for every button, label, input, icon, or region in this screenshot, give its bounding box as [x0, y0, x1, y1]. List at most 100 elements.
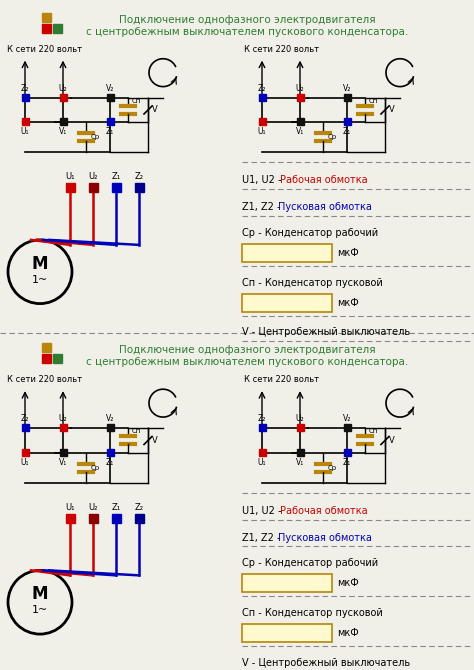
Text: V: V	[152, 436, 158, 445]
Text: Cр: Cр	[91, 465, 100, 471]
Text: К сети 220 вольт: К сети 220 вольт	[244, 375, 319, 385]
Bar	[242, 624, 332, 642]
Text: U1, U2 -: U1, U2 -	[242, 175, 284, 185]
Text: V: V	[389, 436, 395, 445]
Text: Z₁: Z₁	[106, 458, 114, 467]
Bar	[42, 354, 51, 363]
Text: U₂: U₂	[296, 414, 304, 423]
Text: U₂: U₂	[88, 502, 98, 512]
Text: V - Центробежный выключатель: V - Центробежный выключатель	[242, 658, 410, 668]
Bar	[344, 94, 351, 100]
Bar	[344, 449, 351, 456]
Text: Z₁: Z₁	[111, 502, 120, 512]
Text: V: V	[389, 105, 395, 115]
Bar	[60, 119, 67, 125]
Text: 1~: 1~	[32, 605, 48, 615]
Text: Z₁: Z₁	[343, 458, 351, 467]
Text: Подключение однофазного электродвигателя: Подключение однофазного электродвигателя	[118, 346, 375, 355]
Text: V: V	[152, 105, 158, 115]
Bar	[53, 354, 62, 363]
Text: мкФ: мкФ	[337, 628, 359, 638]
Text: Cр: Cр	[91, 135, 100, 141]
Text: Cр: Cр	[328, 465, 337, 471]
Text: Z1, Z2 -: Z1, Z2 -	[242, 533, 283, 543]
Text: U1, U2 -: U1, U2 -	[242, 506, 284, 516]
Text: Z₂: Z₂	[21, 414, 29, 423]
Text: Ср - Конденсатор рабочий: Ср - Конденсатор рабочий	[242, 228, 378, 238]
Bar	[297, 449, 304, 456]
Text: U₁: U₁	[65, 172, 75, 181]
Text: V₂: V₂	[343, 84, 351, 92]
Text: Сп - Конденсатор пусковой: Сп - Конденсатор пусковой	[242, 608, 383, 618]
Bar	[344, 119, 351, 125]
Text: Рабочая обмотка: Рабочая обмотка	[280, 506, 368, 516]
Bar	[112, 514, 121, 523]
Bar	[22, 119, 29, 125]
Text: Z₂: Z₂	[258, 414, 266, 423]
Bar	[66, 183, 75, 192]
Text: Z₁: Z₁	[343, 127, 351, 137]
Text: Z₂: Z₂	[21, 84, 29, 92]
Text: V₁: V₁	[296, 127, 304, 137]
Text: U₁: U₁	[21, 127, 29, 137]
Bar	[107, 424, 114, 431]
Text: V₁: V₁	[59, 458, 67, 467]
Text: мкФ: мкФ	[337, 297, 359, 308]
Text: U₁: U₁	[258, 127, 266, 137]
Bar	[60, 449, 67, 456]
Bar	[89, 183, 98, 192]
Text: мкФ: мкФ	[337, 578, 359, 588]
Bar	[112, 183, 121, 192]
Bar	[89, 514, 98, 523]
Bar	[297, 424, 304, 431]
Text: Cр: Cр	[328, 135, 337, 141]
Text: V - Центробежный выключатель: V - Центробежный выключатель	[242, 328, 410, 338]
Text: U₂: U₂	[296, 84, 304, 92]
Bar	[22, 424, 29, 431]
Text: Cп: Cп	[369, 429, 378, 435]
Text: Z₁: Z₁	[111, 172, 120, 181]
Text: Пусковая обмотка: Пусковая обмотка	[278, 202, 372, 212]
Bar	[53, 24, 62, 33]
Text: V₁: V₁	[59, 127, 67, 137]
Text: Сп - Конденсатор пусковой: Сп - Конденсатор пусковой	[242, 278, 383, 287]
Text: Z₁: Z₁	[106, 127, 114, 137]
Text: Подключение однофазного электродвигателя: Подключение однофазного электродвигателя	[118, 15, 375, 25]
Bar	[259, 94, 266, 100]
Bar	[42, 13, 51, 22]
Bar	[107, 94, 114, 100]
Text: V₁: V₁	[296, 458, 304, 467]
Bar	[66, 514, 75, 523]
Bar	[107, 119, 114, 125]
Text: Cп: Cп	[132, 429, 141, 435]
Text: Ср - Конденсатор рабочий: Ср - Конденсатор рабочий	[242, 558, 378, 568]
Text: К сети 220 вольт: К сети 220 вольт	[7, 45, 82, 54]
Text: U₂: U₂	[88, 172, 98, 181]
Bar	[242, 574, 332, 592]
Bar	[42, 24, 51, 33]
Bar	[135, 183, 144, 192]
Text: V₂: V₂	[106, 84, 114, 92]
Text: U₁: U₁	[65, 502, 75, 512]
Text: Z₂: Z₂	[135, 502, 144, 512]
Bar	[242, 244, 332, 262]
Text: Z₂: Z₂	[135, 172, 144, 181]
Text: U₁: U₁	[258, 458, 266, 467]
Bar	[242, 293, 332, 312]
Text: U₁: U₁	[21, 458, 29, 467]
Text: V₂: V₂	[106, 414, 114, 423]
Text: Cп: Cп	[369, 98, 378, 104]
Text: с центробежным выключателем пускового конденсатора.: с центробежным выключателем пускового ко…	[86, 357, 408, 367]
Text: К сети 220 вольт: К сети 220 вольт	[244, 45, 319, 54]
Text: Z₂: Z₂	[258, 84, 266, 92]
Bar	[297, 119, 304, 125]
Bar	[60, 424, 67, 431]
Text: M: M	[32, 255, 48, 273]
Text: 1~: 1~	[32, 275, 48, 285]
Text: К сети 220 вольт: К сети 220 вольт	[7, 375, 82, 385]
Bar	[344, 424, 351, 431]
Text: мкФ: мкФ	[337, 248, 359, 258]
Bar	[259, 119, 266, 125]
Text: с центробежным выключателем пускового конденсатора.: с центробежным выключателем пускового ко…	[86, 27, 408, 37]
Bar	[22, 449, 29, 456]
